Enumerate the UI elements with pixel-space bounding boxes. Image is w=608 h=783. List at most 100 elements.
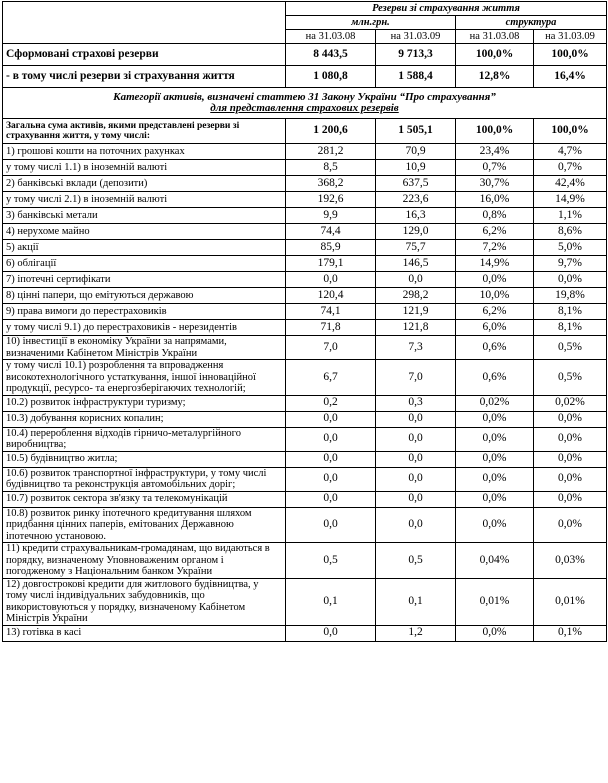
- row-value: 0,5%: [533, 335, 607, 360]
- row-value: 0,8%: [455, 207, 534, 224]
- row-value: 9,9: [285, 207, 376, 224]
- section-cell: Категорії активів, визначені статтею 31 …: [2, 87, 607, 119]
- row-value: 0,0%: [533, 426, 607, 452]
- row-value: 120,4: [285, 287, 376, 304]
- row-value: 10,9: [375, 159, 456, 176]
- header-unit: млн.грн.: [285, 15, 456, 30]
- row-value: 0,01%: [533, 577, 607, 626]
- row-value: 179,1: [285, 255, 376, 272]
- table-row: 10) інвестиції в економіку України за на…: [2, 335, 607, 360]
- row-label: у тому числі 2.1) в іноземній валюті: [2, 191, 286, 208]
- row-value: 0,2: [285, 394, 376, 412]
- table-row: у тому числі 10.1) розроблення та впрова…: [2, 359, 607, 396]
- row-value: 6,7: [285, 359, 376, 396]
- table-row: 5) акції 85,9 75,7 7,2% 5,0%: [2, 239, 607, 256]
- row-label: 5) акції: [2, 239, 286, 256]
- row-value: 298,2: [375, 287, 456, 304]
- table-row: 4) нерухоме майно 74,4 129,0 6,2% 8,6%: [2, 223, 607, 240]
- row-value: 0,1: [375, 577, 456, 626]
- table-row: 10.8) розвиток ринку іпотечного кредитув…: [2, 506, 607, 543]
- table-row: 10.2) розвиток інфраструктури туризму; 0,…: [2, 394, 607, 412]
- row-value: 8,1%: [533, 303, 607, 320]
- row-label: Сформовані страхові резерви: [2, 43, 286, 66]
- table-row: 1) грошові кошти на поточних рахунках 281…: [2, 143, 607, 160]
- row-value: 281,2: [285, 143, 376, 160]
- row-value: 0,0%: [533, 410, 607, 428]
- header-row: Резерви зі страхування життя: [2, 1, 607, 44]
- row-value: 12,8%: [455, 65, 534, 88]
- row-value: 1 080,8: [285, 65, 376, 88]
- row-value: 0,1%: [533, 624, 607, 642]
- row-label: у тому числі 9.1) до перестраховиків - н…: [2, 319, 286, 336]
- row-label: 4) нерухоме майно: [2, 223, 286, 240]
- row-value: 100,0%: [455, 43, 534, 66]
- row-value: 6,0%: [455, 319, 534, 336]
- row-label: 8) цінні папери, що емітуються державою: [2, 287, 286, 304]
- row-value: 8,6%: [533, 223, 607, 240]
- row-label: 3) банківські метали: [2, 207, 286, 224]
- table-body: Резерви зі страхування життя млн.грн. ст…: [2, 1, 607, 642]
- row-value: 0,0: [285, 506, 376, 543]
- row-value: 9 713,3: [375, 43, 456, 66]
- table-row: 11) кредити страхувальникам-громадянам, …: [2, 542, 607, 579]
- row-value: 0,0%: [533, 506, 607, 543]
- row-value: 0,0: [375, 490, 456, 508]
- row-value: 0,0: [375, 410, 456, 428]
- row-value: 74,4: [285, 223, 376, 240]
- row-value: 10,0%: [455, 287, 534, 304]
- table-row: 10.5) будівництво житла; 0,0 0,0 0,0% 0,0%: [2, 450, 607, 468]
- row-value: 16,0%: [455, 191, 534, 208]
- row-value: 1,1%: [533, 207, 607, 224]
- row-label: 10.3) добування корисних копалин;: [2, 410, 286, 428]
- row-value: 0,6%: [455, 335, 534, 360]
- table-row: у тому числі 1.1) в іноземній валюті 8,5 1…: [2, 159, 607, 176]
- row-value: 0,7%: [533, 159, 607, 176]
- row-label: 10) інвестиції в економіку України за на…: [2, 335, 286, 360]
- row-value: 0,0%: [533, 450, 607, 468]
- row-label: Загальна сума активів, якими представлен…: [2, 118, 286, 144]
- row-value: 1 588,4: [375, 65, 456, 88]
- row-value: 9,7%: [533, 255, 607, 272]
- table-row: - в тому числі резерви зі страхування жи…: [2, 65, 607, 88]
- row-value: 0,5%: [533, 359, 607, 396]
- row-value: 0,0%: [533, 271, 607, 288]
- row-label: 10.6) розвиток транспортної інфраструкту…: [2, 466, 286, 492]
- row-value: 6,2%: [455, 303, 534, 320]
- table-row: 6) облігації 179,1 146,5 14,9% 9,7%: [2, 255, 607, 272]
- header-row: млн.грн. структура: [3, 15, 607, 30]
- row-value: 0,0: [285, 490, 376, 508]
- table-row: Загальна сума активів, якими представлен…: [2, 118, 607, 144]
- row-value: 0,3: [375, 394, 456, 412]
- row-value: 0,0: [285, 466, 376, 492]
- row-label: 10.7) розвиток сектора зв'язку та телеко…: [2, 490, 286, 508]
- row-label: 12) довгострокові кредити для житлового …: [2, 577, 286, 626]
- row-value: 368,2: [285, 175, 376, 192]
- table-row: 10.7) розвиток сектора зв'язку та телеко…: [2, 490, 607, 508]
- row-value: 0,0%: [455, 624, 534, 642]
- table-row: 10.4) перероблення відходів гірничо-мета…: [2, 426, 607, 452]
- table-row: 9) права вимоги до перестраховиків 74,1 12…: [2, 303, 607, 320]
- row-value: 14,9%: [455, 255, 534, 272]
- row-value: 223,6: [375, 191, 456, 208]
- header-date: на 31.03.09: [375, 29, 456, 44]
- reserves-table: Резерви зі страхування життя млн.грн. ст…: [2, 1, 607, 642]
- row-value: 5,0%: [533, 239, 607, 256]
- row-value: 0,0: [285, 410, 376, 428]
- row-value: 0,0: [375, 271, 456, 288]
- row-value: 70,9: [375, 143, 456, 160]
- row-value: 0,0%: [455, 271, 534, 288]
- row-value: 0,03%: [533, 542, 607, 579]
- row-value: 0,1: [285, 577, 376, 626]
- row-label: 1) грошові кошти на поточних рахунках: [2, 143, 286, 160]
- row-value: 14,9%: [533, 191, 607, 208]
- row-value: 121,9: [375, 303, 456, 320]
- row-value: 0,0: [375, 466, 456, 492]
- row-label: 13) готівка в касі: [2, 624, 286, 642]
- row-value: 19,8%: [533, 287, 607, 304]
- row-value: 1 200,6: [285, 118, 376, 144]
- row-value: 16,4%: [533, 65, 607, 88]
- row-value: 0,0: [375, 450, 456, 468]
- row-value: 0,0%: [455, 450, 534, 468]
- header-date: на 31.03.08: [455, 29, 534, 44]
